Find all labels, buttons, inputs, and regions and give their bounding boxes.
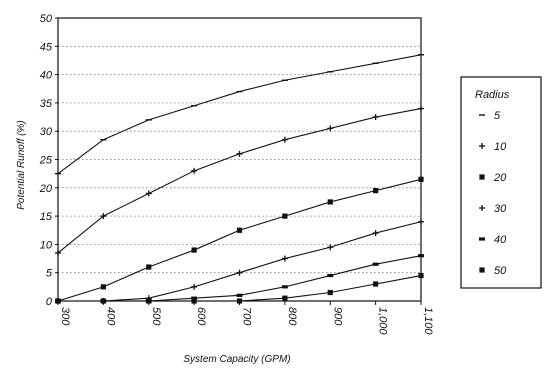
series-line-radius-30 — [58, 221, 422, 302]
data-point — [236, 227, 243, 233]
y-tick-label: 25 — [39, 155, 53, 167]
grid-lines — [58, 45, 421, 274]
x-tick-label: 600 — [195, 307, 207, 326]
x-tick-label: 800 — [286, 307, 298, 326]
series-lines — [55, 54, 424, 304]
x-tick-label: 500 — [150, 307, 162, 326]
y-tick-label: 45 — [40, 41, 53, 53]
data-point — [479, 237, 485, 241]
data-point — [479, 267, 485, 273]
data-point — [372, 230, 379, 237]
data-point — [418, 254, 424, 258]
data-point — [191, 296, 198, 300]
data-point — [236, 150, 243, 157]
data-point — [282, 213, 288, 219]
legend-item-label: 50 — [494, 265, 507, 277]
data-point — [327, 273, 334, 278]
data-point — [479, 143, 485, 149]
x-tick-label: 300 — [59, 307, 71, 326]
x-tick-label: 1,000 — [377, 307, 389, 335]
data-point — [55, 249, 61, 256]
data-point — [282, 295, 288, 301]
data-point — [418, 105, 424, 112]
data-point — [281, 136, 288, 143]
legend-box — [460, 76, 542, 289]
data-point — [372, 114, 379, 121]
data-point — [479, 205, 485, 211]
y-tick-label: 50 — [40, 13, 53, 25]
data-point — [327, 199, 333, 205]
data-point — [327, 289, 333, 296]
data-point — [145, 190, 152, 197]
data-point — [373, 188, 379, 194]
series-line-radius-50 — [58, 274, 422, 302]
y-tick-label: 10 — [40, 239, 53, 251]
data-point — [418, 218, 424, 225]
data-point — [281, 255, 288, 262]
x-tick-label: 1,100 — [422, 307, 434, 335]
data-point — [146, 264, 152, 270]
y-axis-label: Potential Runoff (%) — [16, 120, 27, 210]
data-point — [236, 269, 243, 276]
data-point — [191, 247, 197, 253]
legend: Radius 5 10 20 30 40 50 — [460, 76, 542, 289]
data-point — [100, 213, 107, 220]
data-point — [281, 285, 288, 289]
data-point — [236, 293, 243, 297]
data-point — [327, 244, 334, 251]
series-line-radius-20 — [57, 178, 422, 302]
legend-item-label: 5 — [494, 110, 501, 122]
legend-item-label: 10 — [494, 141, 507, 153]
y-tick-label: 30 — [40, 126, 53, 138]
data-point — [327, 125, 334, 132]
y-tick-label: 15 — [40, 211, 53, 223]
data-point — [372, 262, 379, 266]
x-tick-label: 700 — [241, 307, 253, 326]
data-point — [418, 176, 424, 182]
legend-item-label: 20 — [493, 172, 507, 184]
y-tick-label: 40 — [40, 70, 53, 82]
y-tick-label: 0 — [46, 296, 53, 308]
data-point — [418, 272, 424, 279]
y-tick-label: 20 — [39, 183, 53, 195]
legend-items: 5 10 20 30 40 50 — [479, 110, 507, 277]
x-tick-label: 400 — [104, 307, 116, 326]
x-tick-labels: 300 400 500 600 700 800 900 1,000 1,100 — [57, 301, 434, 335]
y-tick-label: 5 — [46, 268, 53, 280]
x-tick-label: 900 — [331, 307, 343, 326]
legend-item-label: 40 — [494, 234, 507, 246]
data-point — [373, 281, 379, 287]
data-point — [479, 174, 485, 180]
y-tick-labels: 0 5 10 15 20 25 30 35 40 45 50 — [39, 13, 58, 308]
y-tick-label: 35 — [40, 98, 53, 110]
legend-title: Radius — [475, 89, 510, 101]
data-point — [191, 167, 198, 174]
data-point — [191, 283, 198, 290]
data-point — [100, 284, 106, 290]
x-axis-label: System Capacity (GPM) — [183, 354, 290, 365]
legend-item-label: 30 — [494, 203, 507, 215]
